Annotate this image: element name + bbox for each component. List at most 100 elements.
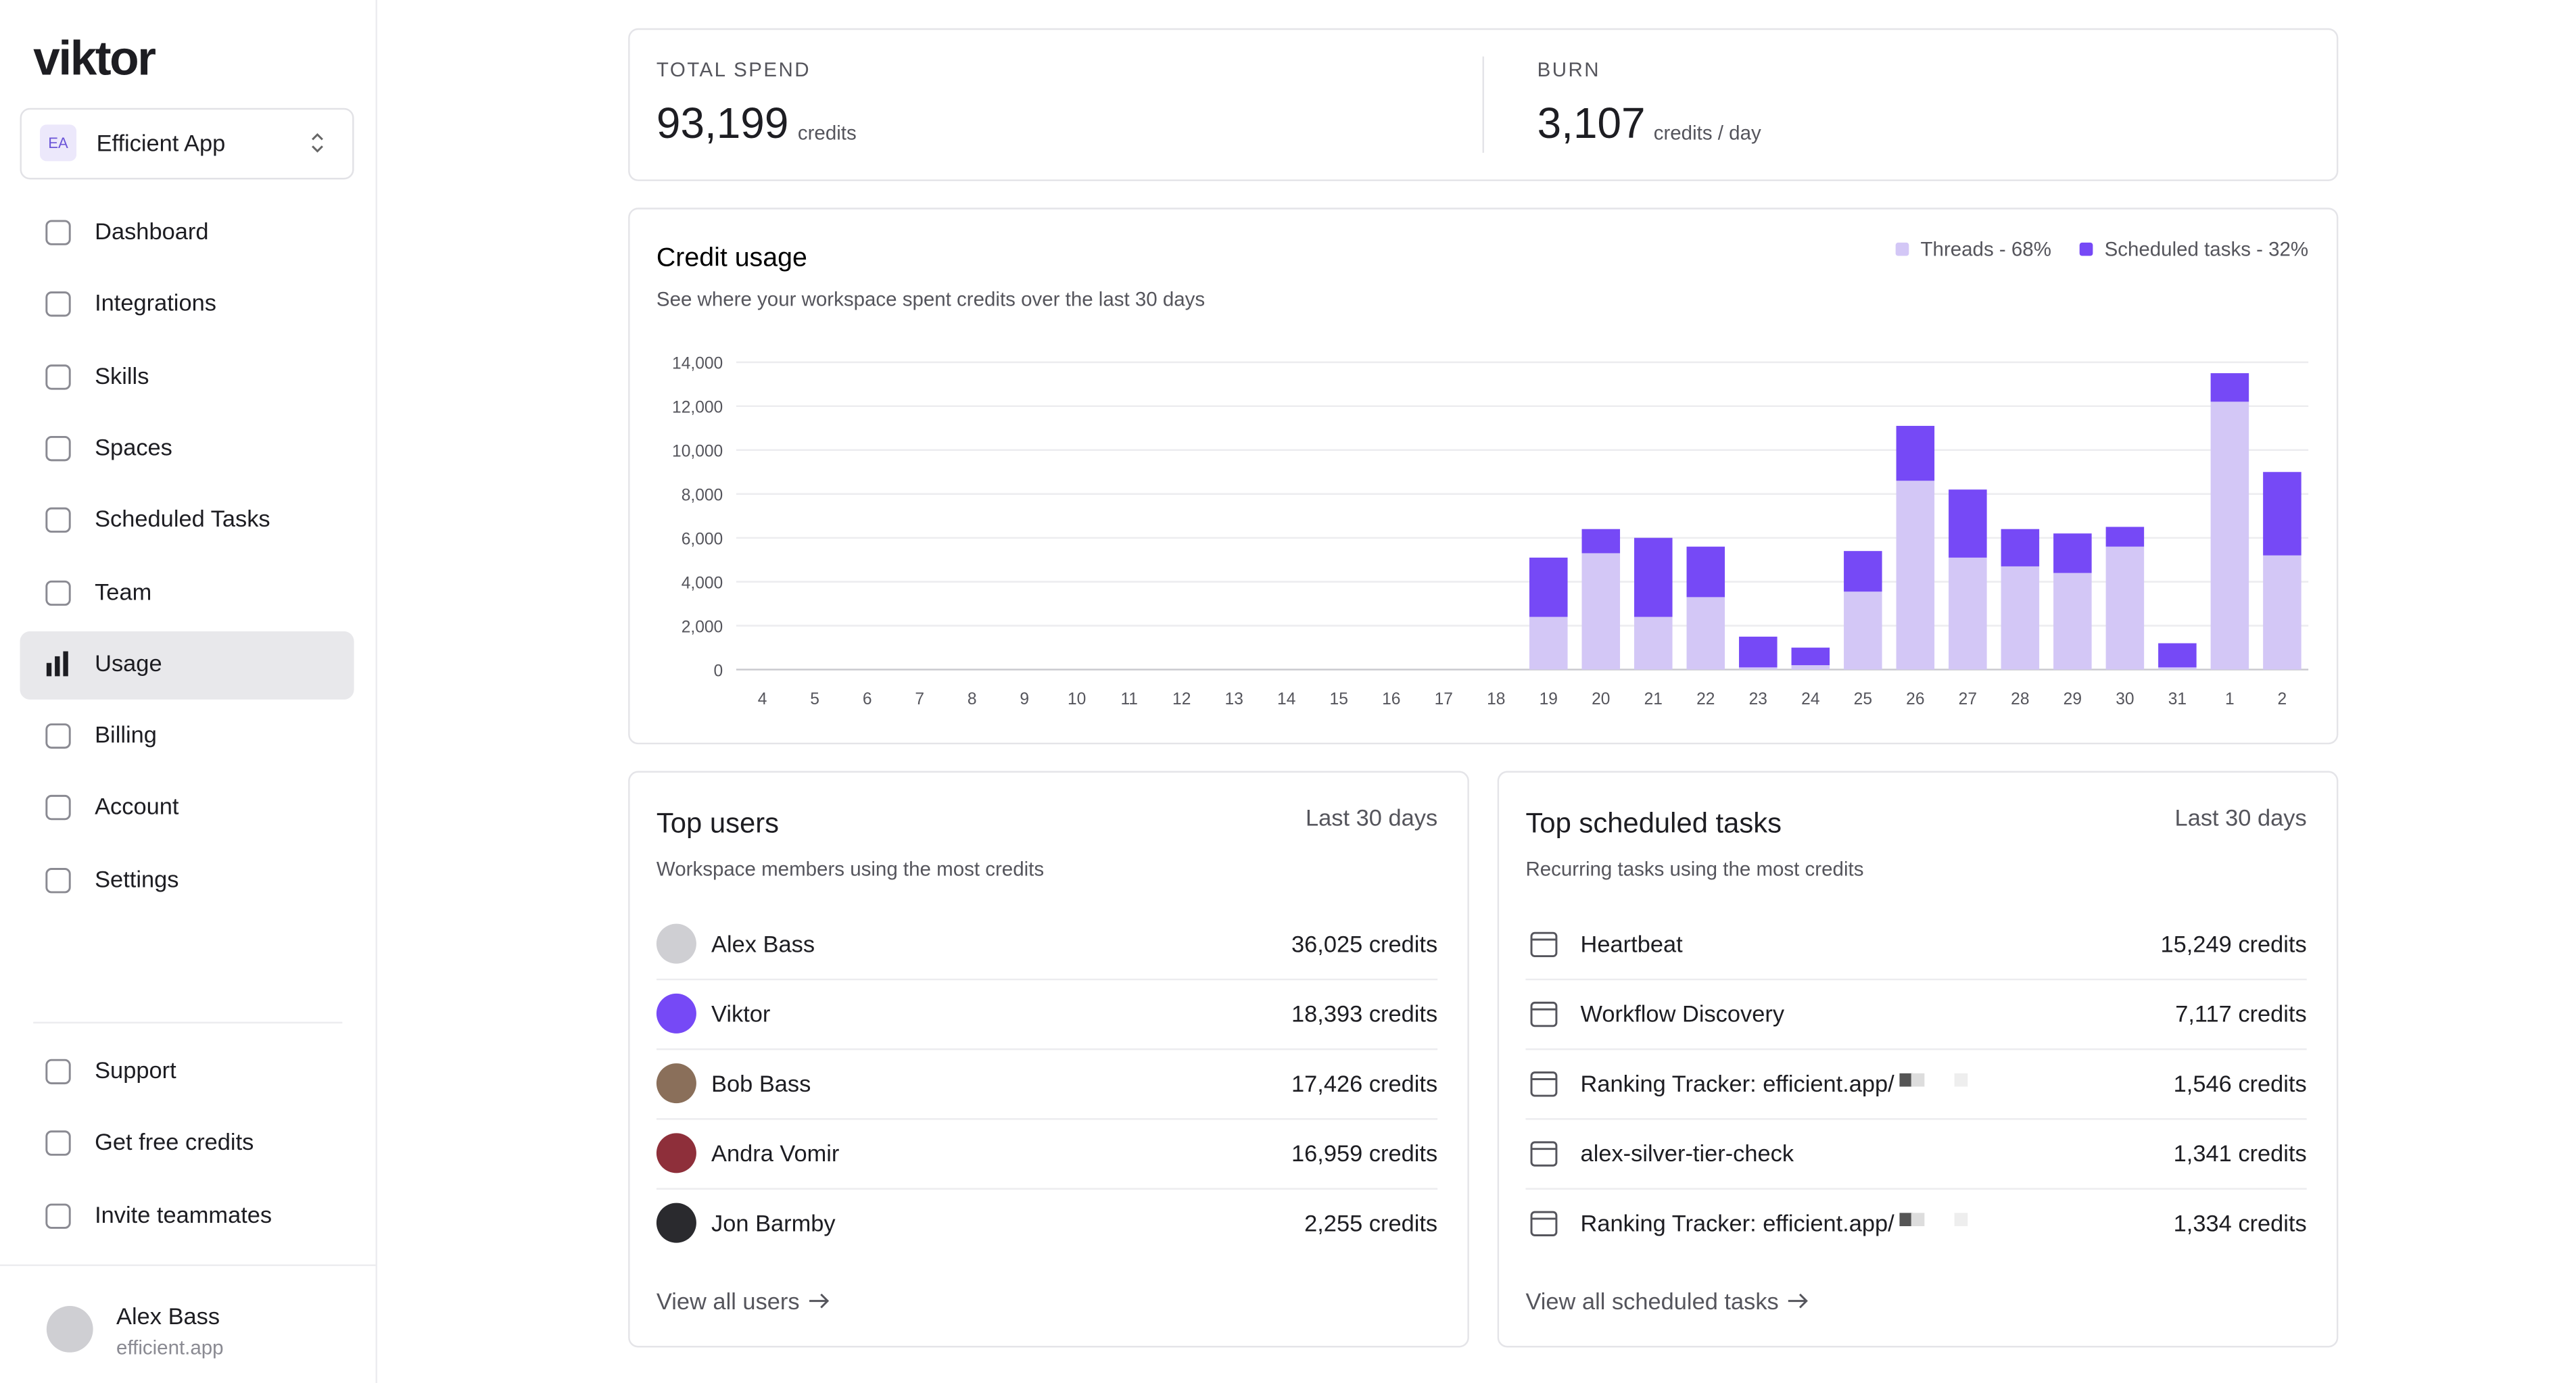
nav-item[interactable]: Spaces [95,433,172,460]
x-tick-label: 21 [1644,690,1663,708]
row-name[interactable]: Alex Bass [711,930,815,957]
row-name[interactable]: Heartbeat [1580,930,1683,957]
row-value: 17,426 credits [1291,1069,1438,1097]
stat-label: TOTAL SPEND [656,58,811,82]
bar-segment [1949,489,1987,558]
x-tick-label: 17 [1435,690,1453,708]
nav-item[interactable]: Usage [95,649,162,676]
bar-segment [1949,557,1987,670]
x-tick-label: 19 [1540,690,1558,708]
card-link[interactable]: View all scheduled tasks [1525,1287,1779,1315]
icon-part [45,508,71,533]
divider [1482,56,1484,153]
card-link[interactable]: View all users [656,1287,800,1315]
nav-item[interactable]: Scheduled Tasks [95,505,270,533]
nav-item[interactable]: Settings [95,865,179,892]
bar-segment [1896,426,1935,481]
legend-label: Threads - 68% [1921,239,2051,261]
nav-item[interactable]: Skills [95,361,149,389]
icon-part [809,1293,830,1309]
card-subtitle: Recurring tasks using the most credits [1525,857,1864,881]
redacted-block [1899,1213,1913,1227]
card-period: Last 30 days [1306,804,1438,831]
redacted-block [1954,1213,1968,1227]
x-tick-label: 1 [2225,690,2235,708]
row-value: 36,025 credits [1291,930,1438,957]
x-tick-label: 6 [863,690,872,708]
nav-icon [45,579,71,605]
x-tick-label: 31 [2168,690,2187,708]
bar-segment [1529,616,1568,670]
nav-icon [46,651,68,676]
nav-icon [45,1131,71,1157]
user-name: Alex Bass [116,1303,220,1330]
row-value: 16,959 credits [1291,1140,1438,1167]
card-subtitle: Workspace members using the most credits [656,857,1045,881]
divider [33,1021,343,1024]
x-tick-label: 28 [2011,690,2029,708]
bar-segment [1844,591,1882,670]
nav-item[interactable]: Support [95,1057,176,1084]
stat-value: 3,107 [1537,98,1646,148]
arrow-icon [1788,1293,1808,1309]
icon-part [45,364,71,389]
nav-item[interactable]: Billing [95,721,157,748]
row-name[interactable]: Bob Bass [711,1069,811,1097]
bar-segment [1529,557,1568,617]
row-value: 1,546 credits [2173,1069,2307,1097]
workspace-badge: EA [39,124,77,162]
bar-segment [1686,597,1725,670]
row-name[interactable]: alex-silver-tier-check [1580,1140,1794,1167]
x-tick-label: 2 [2278,690,2287,708]
x-tick-label: 7 [915,690,924,708]
nav-icon [45,1059,71,1085]
bar-segment [2001,566,2040,670]
stat-label: BURN [1537,58,1601,82]
icon-part [46,662,52,676]
bar-segment [1634,537,1673,617]
bar-segment [1739,636,1778,668]
row-name[interactable]: Ranking Tracker: efficient.app/ [1580,1069,1894,1097]
x-tick-label: 26 [1906,690,1924,708]
nav-item[interactable]: Integrations [95,289,216,316]
x-tick-label: 29 [2064,690,2082,708]
x-tick-label: 13 [1225,690,1243,708]
redacted-block [1899,1073,1913,1087]
stat-unit: credits [797,121,857,145]
nav-item[interactable]: Dashboard [95,217,209,245]
row-name[interactable]: Andra Vomir [711,1140,840,1167]
x-tick-label: 4 [758,690,767,708]
icon-part [45,579,71,605]
row-name[interactable]: Ranking Tracker: efficient.app/ [1580,1209,1894,1236]
tasks-card [1497,771,2339,1348]
row-name[interactable]: Jon Barmby [711,1209,836,1236]
avatar [656,993,696,1034]
bar-segment [2053,573,2092,670]
x-tick-label: 5 [810,690,819,708]
nav-item[interactable]: Team [95,577,152,604]
nav-item[interactable]: Get free credits [95,1128,254,1156]
row-divider [1525,978,2307,981]
bar-segment [2263,472,2301,556]
bar-segment [2053,533,2092,573]
card-title: Top users [656,807,780,840]
row-divider [656,1188,1438,1190]
workspace-switcher[interactable] [20,107,354,180]
logo[interactable]: viktor [33,33,156,87]
x-tick-label: 14 [1277,690,1295,708]
row-value: 2,255 credits [1304,1209,1438,1236]
calendar-icon [1530,1141,1558,1167]
nav-item[interactable]: Invite teammates [95,1200,272,1228]
icon-part [45,1203,71,1228]
bar-segment [1791,648,1830,666]
x-tick-label: 25 [1854,690,1872,708]
nav-item[interactable]: Account [95,793,179,820]
row-name[interactable]: Viktor [711,1000,771,1027]
bar-segment [2263,555,2301,670]
icon-part [55,656,60,676]
y-tick-label: 12,000 [672,399,723,417]
icon-part [1530,1071,1558,1097]
x-tick-label: 12 [1172,690,1191,708]
row-name[interactable]: Workflow Discovery [1580,1000,1785,1027]
